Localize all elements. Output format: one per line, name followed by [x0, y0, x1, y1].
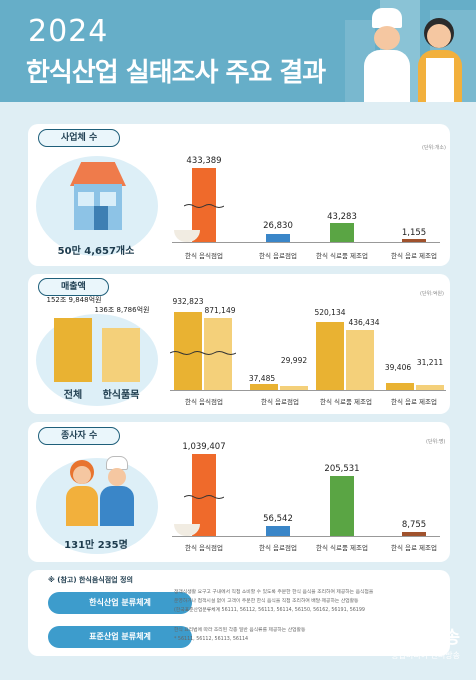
- business-total: 50만 4,657개소: [57, 246, 135, 257]
- watermark: OTO방송 종합미디어 엔터방송: [338, 622, 460, 661]
- sales-bar-3a: [316, 322, 344, 390]
- sales-bar-4b: [416, 385, 444, 390]
- axis-break-icon: [184, 495, 224, 499]
- sales-hansik-label: 한식품목: [102, 390, 140, 401]
- business-label-2: 한식 음료점업: [259, 252, 297, 260]
- workers-value-4: 8,755: [401, 520, 427, 530]
- workers-label-3: 한식 식료품 제조업: [316, 544, 368, 552]
- store-icon: [70, 162, 126, 232]
- oto-logo-icon: [338, 622, 385, 648]
- industry-classification-pill: 한식산업 분류체계: [48, 592, 192, 614]
- workers-label-4: 한식 음료 제조업: [391, 544, 437, 552]
- sales-value-2b: 29,992: [280, 356, 308, 365]
- business-label-3: 한식 식료품 제조업: [316, 252, 368, 260]
- workers-section-tag: 종사자 수: [38, 427, 121, 445]
- sales-baseline: [170, 390, 446, 391]
- workers-value-2: 56,542: [263, 514, 293, 524]
- sales-value-2a: 37,485: [248, 374, 276, 383]
- industry-text-2: 운영하거나 접객시설 없이 고객이 주문한 한식 음식을 직접 조리하여 배달·…: [174, 599, 359, 604]
- workers-bar-1: [192, 454, 216, 536]
- sales-label-1: 한식 음식점업: [185, 398, 223, 406]
- sales-value-3a: 520,134: [314, 308, 346, 317]
- industry-text-3: (한국표준산업분류체계 56111, 56112, 56113, 56114, …: [174, 608, 365, 613]
- business-value-1: 433,389: [186, 156, 222, 166]
- sales-value-1a: 932,823: [172, 297, 204, 306]
- sales-bar-3b: [346, 330, 374, 390]
- workers-chef-icon: [66, 456, 136, 526]
- standard-classification-pill: 표준산업 분류체계: [48, 626, 192, 648]
- business-label-1: 한식 음식점업: [185, 252, 223, 260]
- workers-unit: (단위:명): [426, 439, 446, 445]
- workers-bar-4: [402, 532, 426, 536]
- sales-label-2: 한식 음료점업: [261, 398, 299, 406]
- business-value-2: 26,830: [263, 221, 293, 231]
- axis-break-icon: [184, 204, 224, 208]
- sales-value-4b: 31,211: [416, 358, 444, 367]
- workers-bar-3: [330, 476, 354, 536]
- sales-bar-2b: [280, 386, 308, 390]
- sales-total-label: 전체: [63, 390, 83, 401]
- sales-unit: (단위:억원): [420, 291, 444, 297]
- page-title: 한식산업 실태조사 주요 결과: [26, 58, 326, 88]
- workers-total: 131만 235명: [64, 540, 128, 551]
- workers-baseline: [172, 536, 440, 537]
- workers-value-3: 205,531: [324, 464, 360, 474]
- axis-break-icon: [170, 351, 236, 355]
- sales-hansik-bar: [102, 328, 140, 382]
- sales-value-3b: 436,434: [348, 318, 380, 327]
- business-value-4: 1,155: [401, 228, 427, 238]
- business-bar-4: [402, 239, 426, 242]
- business-value-3: 43,283: [327, 212, 357, 222]
- bowl-icon: [174, 524, 200, 536]
- industry-text-1: 정객식생활 요구고 구내에서 직접 소비할 수 있도록 주문한 한식 음식을 조…: [174, 590, 374, 595]
- sales-total-value: 152조 9,848억원: [46, 296, 102, 304]
- sales-value-4a: 39,406: [384, 363, 412, 372]
- sales-value-1b: 871,149: [204, 306, 236, 315]
- bowl-icon: [174, 230, 200, 242]
- header-year: 2024: [28, 14, 109, 49]
- reference-title: ※ (참고) 한식음식점업 정의: [48, 576, 133, 584]
- workers-label-2: 한식 음료점업: [259, 544, 297, 552]
- workers-value-1: 1,039,407: [182, 442, 226, 452]
- business-bar-2: [266, 234, 290, 242]
- watermark-brand: OTO방송: [388, 627, 460, 648]
- watermark-sub: 종합미디어 엔터방송: [391, 651, 460, 660]
- sales-bar-2a: [250, 384, 278, 390]
- business-baseline: [172, 242, 440, 243]
- chef-illustration: [362, 8, 472, 102]
- business-unit: (단위:개소): [422, 145, 446, 151]
- standard-text-1: 한식 요리법에 따라 조리된 각종 일반 음식류를 제공하는 산업활동: [174, 628, 306, 633]
- header-banner: 2024 한식산업 실태조사 주요 결과: [0, 0, 476, 102]
- sales-section-tag: 매출액: [38, 278, 109, 296]
- sales-bar-4a: [386, 383, 414, 390]
- business-bar-3: [330, 223, 354, 242]
- business-section-tag: 사업체 수: [38, 129, 121, 147]
- sales-label-3: 한식 식료품 제조업: [320, 398, 372, 406]
- sales-total-bar: [54, 318, 92, 382]
- workers-label-1: 한식 음식점업: [185, 544, 223, 552]
- standard-text-2: * 56111, 56112, 56113, 56114: [174, 637, 249, 642]
- sales-hansik-value: 136조 8,786억원: [94, 306, 150, 314]
- business-label-4: 한식 음료 제조업: [391, 252, 437, 260]
- workers-bar-2: [266, 526, 290, 536]
- sales-label-4: 한식 음료 제조업: [391, 398, 437, 406]
